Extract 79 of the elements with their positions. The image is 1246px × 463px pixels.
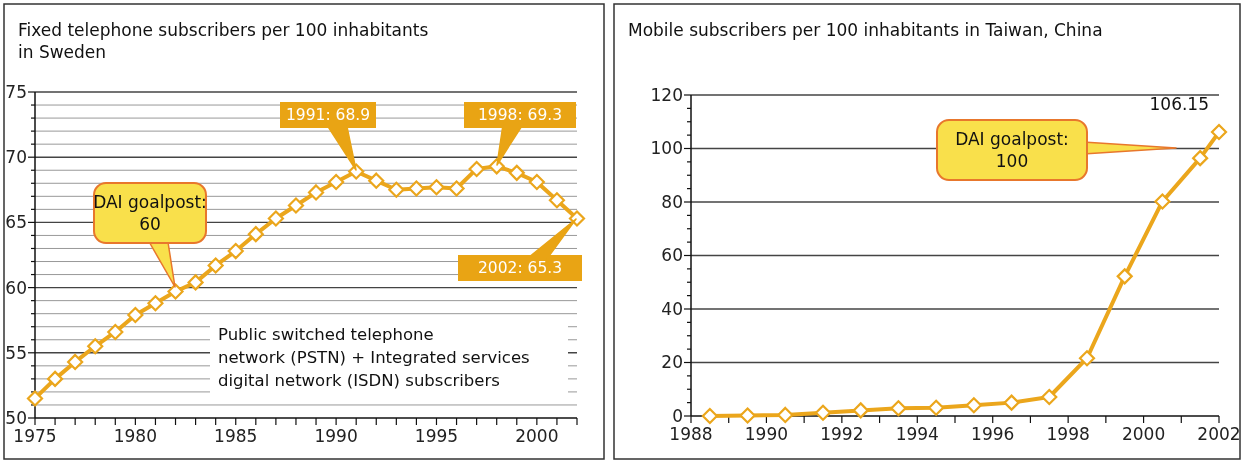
- y-tick-label: 50: [5, 407, 27, 428]
- point: [187, 274, 204, 291]
- point: [328, 173, 345, 191]
- chart-title: Mobile subscribers per 100 inhabitants in Taiwan, China: [628, 20, 1103, 40]
- point: [107, 323, 124, 341]
- y-tick-label: 120: [650, 84, 683, 105]
- x-tick-label: 1980: [113, 426, 157, 446]
- point: [307, 184, 325, 201]
- annotation: 1998: 69.3: [477, 106, 563, 125]
- x-tick-label: 2002: [1197, 424, 1241, 444]
- point: [408, 180, 425, 197]
- x-tick-label: 1988: [669, 424, 713, 444]
- point: [26, 390, 44, 407]
- point: [852, 402, 869, 419]
- x-tick-label: 1990: [744, 424, 789, 444]
- y-tick-label: 0: [672, 405, 683, 426]
- annotation: DAI goalpost: 100: [955, 128, 1069, 171]
- x-tick-label: 1996: [971, 424, 1015, 444]
- point: [247, 226, 264, 243]
- x-tick-label: 1998: [1046, 424, 1090, 444]
- x-tick-label: 1985: [214, 426, 258, 446]
- x-tick-label: 1990: [314, 426, 358, 446]
- x-tick-label: 2000: [1121, 424, 1166, 444]
- point: [528, 173, 545, 191]
- point: [1210, 123, 1228, 141]
- point: [147, 295, 164, 312]
- point: [1192, 150, 1209, 167]
- label-tag: 2002: 65.3: [458, 218, 582, 281]
- point: [965, 397, 982, 414]
- y-tick-label: 20: [661, 352, 683, 373]
- point: [287, 197, 305, 214]
- point: [1041, 388, 1058, 406]
- point: [46, 370, 64, 387]
- point: [448, 180, 465, 197]
- point: [928, 399, 945, 416]
- point: [1116, 268, 1133, 285]
- y-tick-label: 80: [661, 191, 683, 212]
- annotation: DAI goalpost: 60: [93, 191, 207, 234]
- point: [87, 338, 104, 355]
- point: [1154, 193, 1171, 210]
- point: [814, 404, 832, 421]
- point: [1078, 350, 1096, 367]
- point: [167, 283, 184, 300]
- point: [267, 210, 284, 227]
- label-tag: 1991: 68.9: [280, 102, 376, 171]
- point: [548, 192, 566, 209]
- point: [368, 172, 385, 189]
- x-tick-label: 1994: [895, 424, 939, 444]
- y-tick-label: 60: [661, 245, 683, 266]
- point: [388, 181, 405, 198]
- y-tick-label: 75: [5, 81, 27, 102]
- x-tick-label: 1975: [13, 426, 57, 446]
- point: [207, 257, 224, 274]
- y-tick-label: 65: [5, 212, 27, 233]
- y-tick-label: 40: [661, 298, 683, 319]
- point: [127, 306, 144, 324]
- y-tick-label: 60: [5, 277, 27, 298]
- point: [428, 179, 445, 196]
- y-tick-label: 100: [650, 138, 683, 159]
- x-tick-label: 1995: [414, 426, 459, 446]
- annotation: Public switched telephone network (PSTN) + Integrated services digital network (ISDN) subscribers: [218, 325, 530, 390]
- point: [1003, 394, 1020, 411]
- data-label: 106.15: [1149, 94, 1209, 115]
- label-tag: 1998: 69.3: [464, 102, 576, 166]
- point: [701, 407, 718, 425]
- x-tick-label: 1992: [820, 424, 864, 444]
- annotation: 2002: 65.3: [477, 259, 563, 278]
- y-tick-label: 70: [5, 147, 27, 168]
- chart-title: Fixed telephone subscribers per 100 inhabitants in Sweden: [18, 20, 429, 62]
- point: [739, 407, 756, 424]
- point: [468, 160, 485, 178]
- point: [227, 242, 244, 260]
- x-tick-label: 2000: [515, 426, 559, 446]
- point: [890, 400, 907, 417]
- point: [508, 164, 525, 181]
- annotation: 1991: 68.9: [285, 106, 371, 125]
- y-tick-label: 55: [5, 342, 27, 363]
- point: [67, 353, 84, 371]
- point: [777, 406, 794, 424]
